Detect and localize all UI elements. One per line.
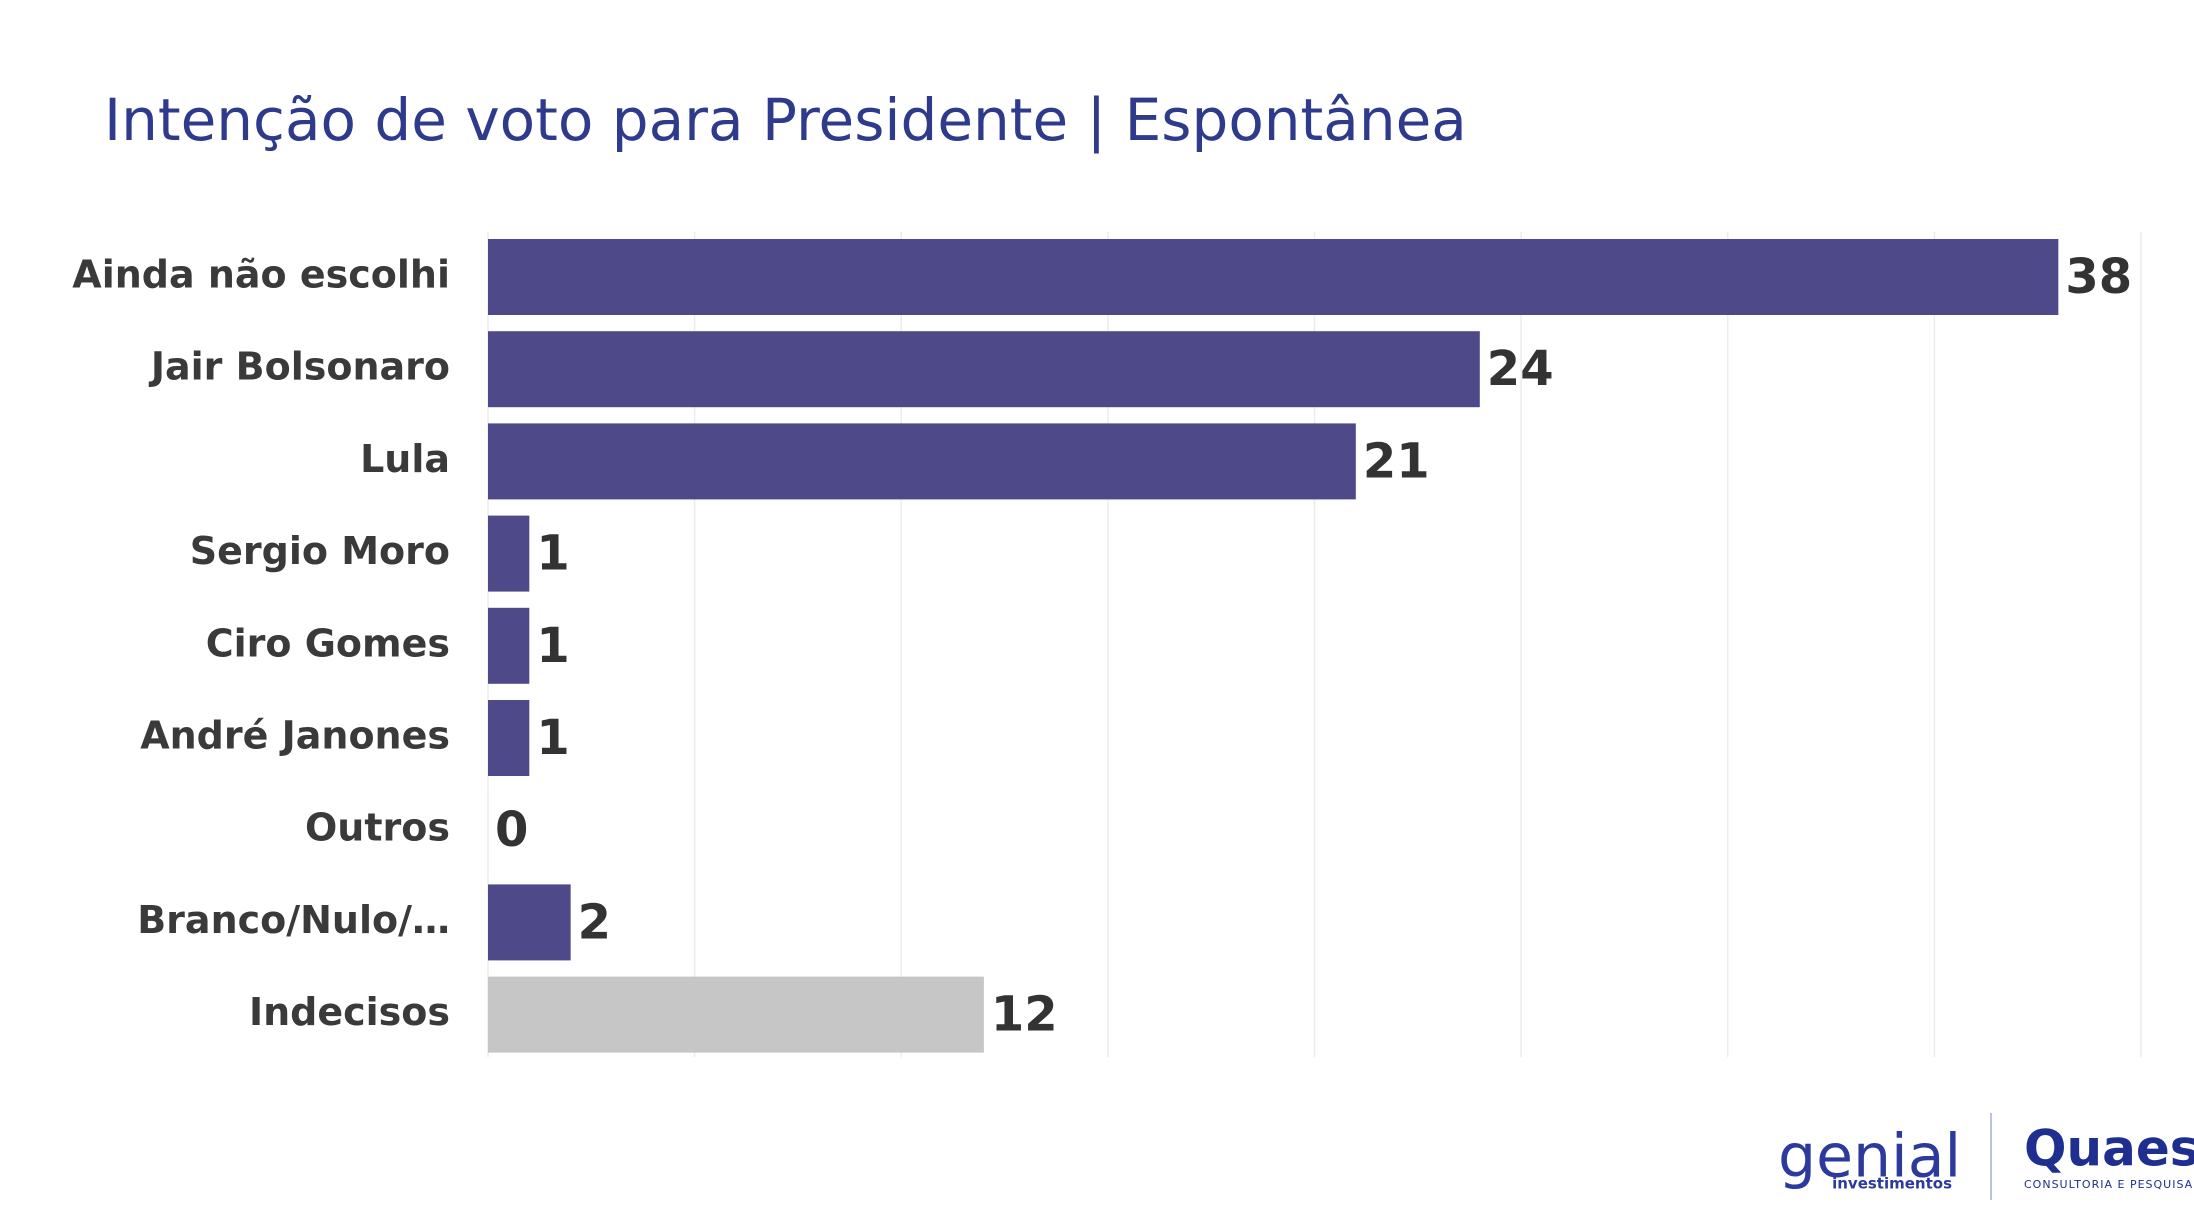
- value-label: 12: [991, 987, 1058, 1043]
- chart-title: Intenção de voto para Presidente | Espon…: [104, 86, 1467, 154]
- category-label: Jair Bolsonaro: [148, 345, 450, 389]
- logo-genial-sub: investimentos: [1832, 1175, 1952, 1193]
- value-label: 38: [2065, 249, 2132, 305]
- bar: [488, 331, 1480, 408]
- category-label: Lula: [360, 437, 450, 481]
- bar: [488, 239, 2059, 315]
- logo-genial: genial: [1778, 1122, 1961, 1192]
- category-label: André Janones: [140, 714, 450, 758]
- category-label: Sergio Moro: [190, 529, 450, 573]
- value-label: 1: [536, 526, 569, 582]
- bar: [488, 515, 530, 592]
- logo-quaest: Quaest: [2024, 1120, 2194, 1178]
- category-label: Branco/Nulo/…: [137, 898, 450, 942]
- value-label: 24: [1487, 341, 1554, 397]
- value-label: 1: [536, 710, 569, 766]
- bar: [488, 700, 530, 776]
- category-label: Outros: [305, 806, 450, 850]
- category-label: Ainda não escolhi: [72, 253, 450, 297]
- bar: [488, 976, 984, 1053]
- bar: [488, 607, 530, 684]
- value-label: 21: [1363, 433, 1430, 489]
- logo-quaest-sub: CONSULTORIA E PESQUISA: [2024, 1178, 2193, 1191]
- value-label: 2: [578, 894, 611, 950]
- category-label: Indecisos: [249, 990, 450, 1034]
- category-label: Ciro Gomes: [206, 621, 450, 665]
- logos: genial investimentos Quaest CONSULTORIA …: [1778, 1113, 2194, 1200]
- bar: [488, 884, 571, 961]
- value-label: 0: [495, 802, 528, 858]
- value-label: 1: [536, 618, 569, 674]
- bar: [488, 423, 1356, 500]
